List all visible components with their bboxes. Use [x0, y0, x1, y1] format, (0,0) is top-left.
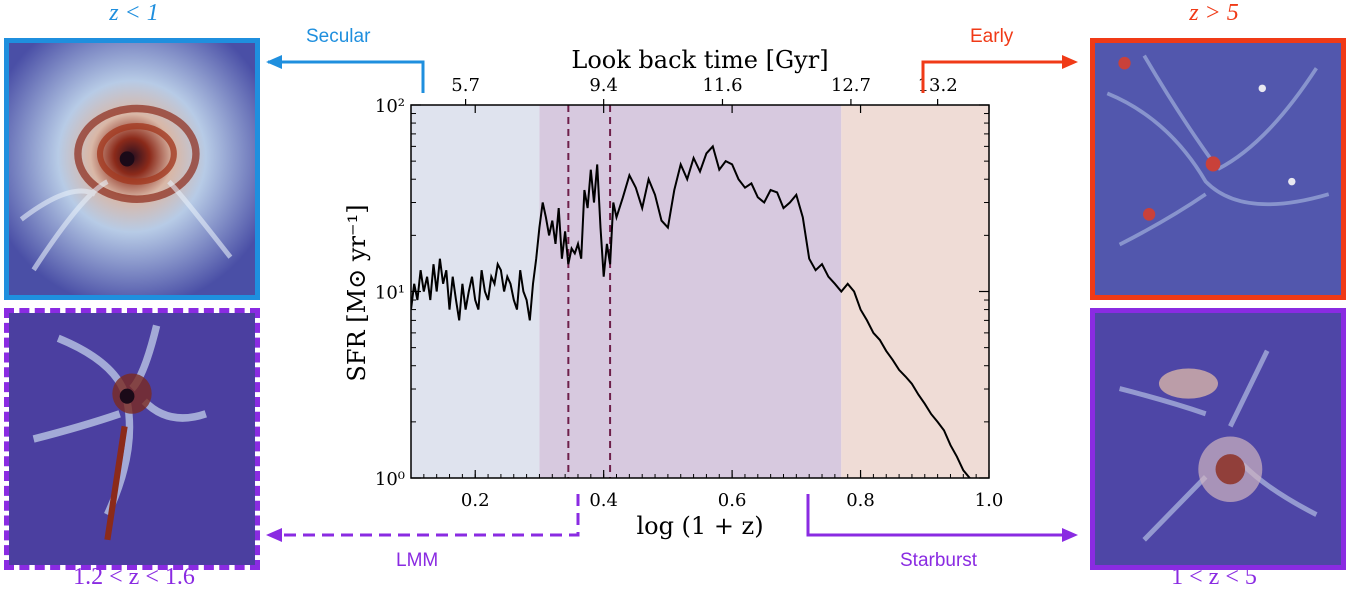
x-tick-label: 0.8 — [846, 490, 875, 511]
panel-label-top-right: z > 5 — [1189, 0, 1239, 26]
top-tick-label: 9.4 — [589, 75, 618, 96]
sim-image-secular — [4, 38, 260, 300]
y-tick-label: 10² — [375, 96, 405, 117]
series-line-0 — [411, 144, 972, 478]
phase-label-lmm: LMM — [396, 550, 439, 571]
y-tick-label: 10¹ — [375, 283, 405, 304]
region-starburst — [539, 105, 842, 478]
x-tick-label: 0.4 — [589, 490, 618, 511]
top-tick-label: 13.2 — [918, 75, 958, 96]
sfr-series — [411, 144, 972, 478]
top-axis-label: Look back time [Gyr] — [571, 46, 828, 74]
phase-label-starburst: Starburst — [900, 550, 978, 571]
top-tick-label: 11.6 — [702, 75, 742, 96]
phase-label-early: Early — [970, 26, 1014, 47]
sim-image-lmm — [4, 308, 260, 570]
lmm-window-lines — [567, 105, 612, 478]
phase-label-secular: Secular — [306, 26, 371, 47]
top-tick-label: 5.7 — [451, 75, 480, 96]
x-tick-label: 1.0 — [975, 490, 1004, 511]
connector-early — [921, 55, 1078, 93]
y-axis-label: SFR [M⊙ yr⁻¹] — [343, 204, 371, 381]
x-axis-label: log (1 + z) — [636, 512, 763, 540]
x-tick-label: 0.6 — [718, 490, 747, 511]
sim-image-early — [1090, 38, 1346, 300]
y-tick-label: 10⁰ — [375, 469, 405, 490]
connector-secular — [266, 55, 425, 93]
sim-image-starburst — [1090, 308, 1346, 570]
connector-starburst — [806, 494, 1078, 542]
phase-regions — [411, 105, 989, 478]
x-tick-label: 0.2 — [461, 490, 490, 511]
region-early — [841, 105, 989, 478]
top-tick-label: 12.7 — [831, 75, 871, 96]
panel-label-top-left: z < 1 — [109, 0, 159, 26]
axis-ticks: 0.2 0.4 0.6 0.8 1.0 5.7 9.4 11.6 12.7 13.2 10⁰ 10¹ 1… — [375, 75, 1003, 511]
connector-lmm — [266, 494, 580, 542]
